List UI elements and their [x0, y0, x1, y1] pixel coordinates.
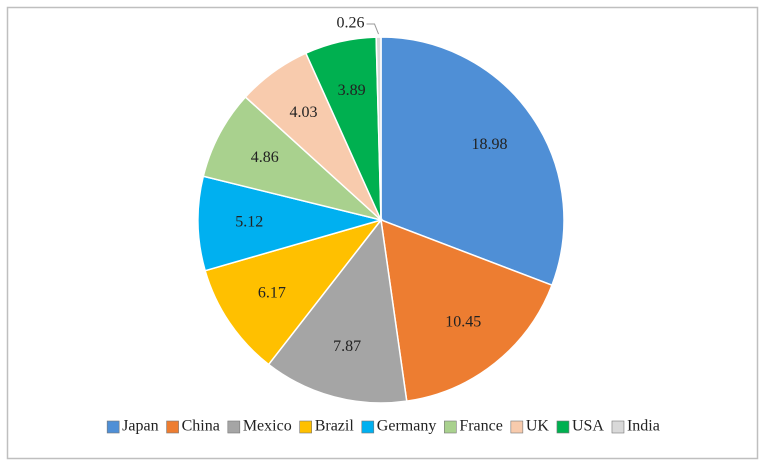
- pie-slice: [380, 218, 553, 403]
- data-label: 10.45: [445, 314, 481, 331]
- pie-slice: [197, 175, 384, 272]
- legend-label: Brazil: [315, 418, 355, 435]
- data-label: 18.98: [472, 136, 508, 153]
- legend-label: France: [459, 418, 503, 435]
- legend-swatch: [227, 420, 241, 434]
- legend-swatch: [611, 420, 625, 434]
- legend-swatch: [106, 420, 120, 434]
- legend-label: China: [182, 418, 220, 435]
- data-label: 4.03: [290, 104, 318, 121]
- legend: Japan China Mexico Brazil Germany France UK USA…: [106, 418, 660, 435]
- legend-label: Germany: [377, 418, 437, 435]
- legend-label: India: [627, 418, 660, 435]
- data-label: 3.89: [338, 82, 366, 99]
- data-label: 5.12: [235, 213, 263, 230]
- data-label: 6.17: [258, 285, 286, 302]
- pie-slice: [380, 36, 565, 287]
- legend-label: USA: [572, 418, 604, 435]
- legend-swatch: [510, 420, 524, 434]
- legend-swatch: [556, 420, 570, 434]
- pie-slice: [375, 36, 382, 221]
- legend-label: Mexico: [243, 418, 292, 435]
- data-label: 4.86: [251, 149, 279, 166]
- data-label: 7.87: [333, 338, 361, 355]
- legend-swatch: [361, 420, 375, 434]
- pie-slice: [202, 95, 382, 221]
- legend-swatch: [444, 420, 457, 434]
- legend-label: Japan: [122, 418, 158, 435]
- legend-swatch: [166, 420, 179, 434]
- pie-slice: [204, 218, 384, 366]
- data-label: 0.26: [337, 15, 365, 32]
- legend-swatch: [299, 420, 312, 434]
- legend-label: UK: [526, 418, 550, 435]
- leader-line: [366, 23, 379, 35]
- pie-slice: [267, 218, 408, 404]
